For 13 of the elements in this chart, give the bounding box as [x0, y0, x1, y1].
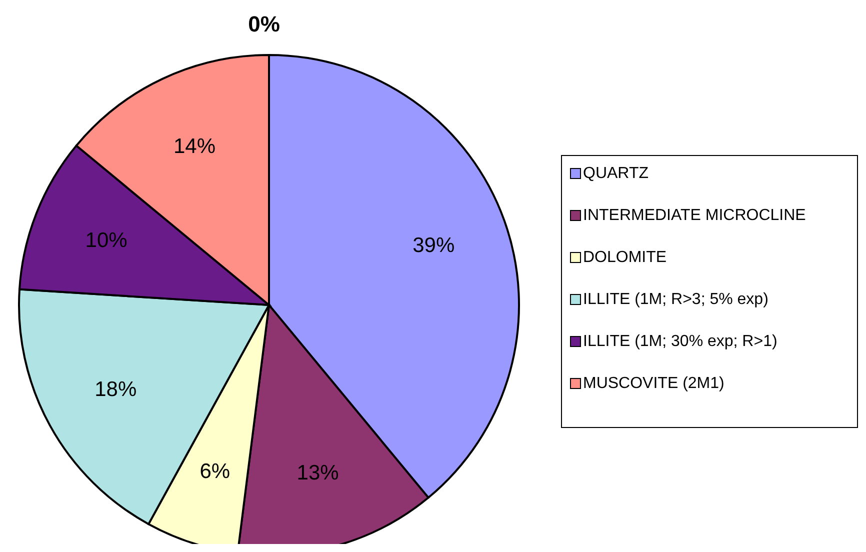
data-label: 18% — [94, 378, 137, 401]
legend-label: DOLOMITE — [583, 248, 668, 267]
data-label: 13% — [296, 462, 339, 485]
legend-label: QUARTZ — [583, 164, 650, 183]
legend-label: MUSCOVITE (2M1) — [583, 374, 726, 393]
data-label: 14% — [173, 135, 216, 158]
data-label: 39% — [412, 234, 455, 258]
legend-label: ILLITE (1M; 30% exp; R>1) — [583, 332, 778, 351]
data-label: 6% — [200, 460, 230, 483]
legend-label: INTERMEDIATE MICROCLINE — [583, 206, 807, 225]
legend-label: ILLITE (1M; R>3; 5% exp) — [583, 290, 770, 309]
data-label: 10% — [85, 229, 128, 252]
chart-title: 0% — [248, 12, 280, 36]
